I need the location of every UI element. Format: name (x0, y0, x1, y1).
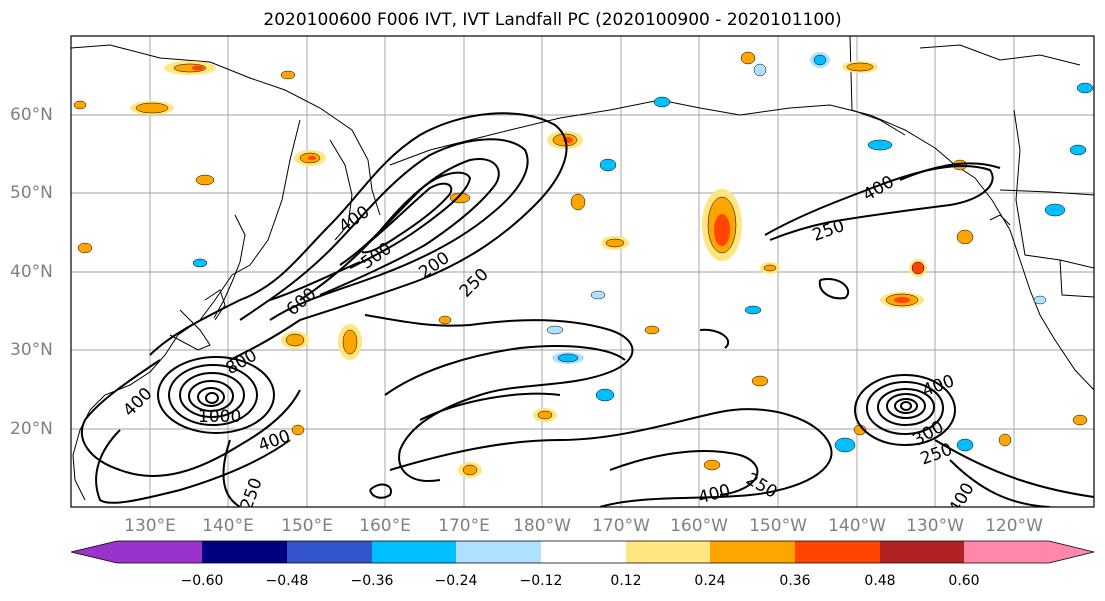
colorbar-bin (795, 541, 881, 563)
lon-label: 160°E (359, 516, 411, 536)
colorbar-tick-label: −0.12 (519, 573, 563, 589)
colorbar-bin (964, 541, 1050, 563)
lon-label: 120°W (985, 516, 1043, 536)
lon-label: 170°W (592, 516, 650, 536)
lat-label: 40°N (10, 262, 53, 282)
colorbar-bin (287, 541, 373, 563)
lon-label: 140°W (828, 516, 886, 536)
colorbar-extend-high (1049, 541, 1094, 563)
colorbar-tick-label: −0.48 (265, 573, 309, 589)
colorbar-bin (372, 541, 458, 563)
colorbar-bin (626, 541, 712, 563)
lon-label: 150°E (281, 516, 333, 536)
lon-label: 160°W (670, 516, 728, 536)
lon-label: 130°E (124, 516, 176, 536)
colorbar-tick-label: −0.36 (350, 573, 394, 589)
colorbar-tick-label: 0.12 (610, 573, 642, 589)
ivt-contours (80, 112, 1094, 507)
colorbar-tick-label: 0.36 (779, 573, 811, 589)
colorbar-tick-label: −0.60 (180, 573, 224, 589)
colorbar-bin (117, 541, 203, 563)
colorbar (70, 540, 1095, 564)
contour-label: 1000 (198, 407, 241, 427)
lon-label: 140°E (202, 516, 254, 536)
colorbar-bin (541, 541, 627, 563)
colorbar-extend-low (71, 541, 117, 563)
lon-label: 180°W (513, 516, 571, 536)
lat-label: 60°N (10, 105, 53, 125)
colorbar-tick-label: 0.24 (694, 573, 726, 589)
lon-label: 130°W (906, 516, 964, 536)
colorbar-tick-label: 0.48 (864, 573, 896, 589)
colorbar-tick-label: −0.24 (434, 573, 478, 589)
colorbar-tick-label: 0.60 (948, 573, 980, 589)
lat-label: 30°N (10, 340, 53, 360)
lat-label: 50°N (10, 183, 53, 203)
lat-label: 20°N (10, 419, 53, 439)
colorbar-bin (202, 541, 288, 563)
colorbar-bin (456, 541, 542, 563)
colorbar-outline (70, 540, 1095, 564)
colorbar-bin (710, 541, 796, 563)
coastlines (71, 36, 1094, 501)
pc-shading (73, 51, 1094, 478)
lon-label: 170°E (438, 516, 490, 536)
graticule (71, 36, 1094, 507)
lon-label: 150°W (749, 516, 807, 536)
map-frame (70, 35, 1095, 508)
colorbar-bin (880, 541, 966, 563)
map-title: 2020100600 F006 IVT, IVT Landfall PC (20… (263, 10, 842, 30)
